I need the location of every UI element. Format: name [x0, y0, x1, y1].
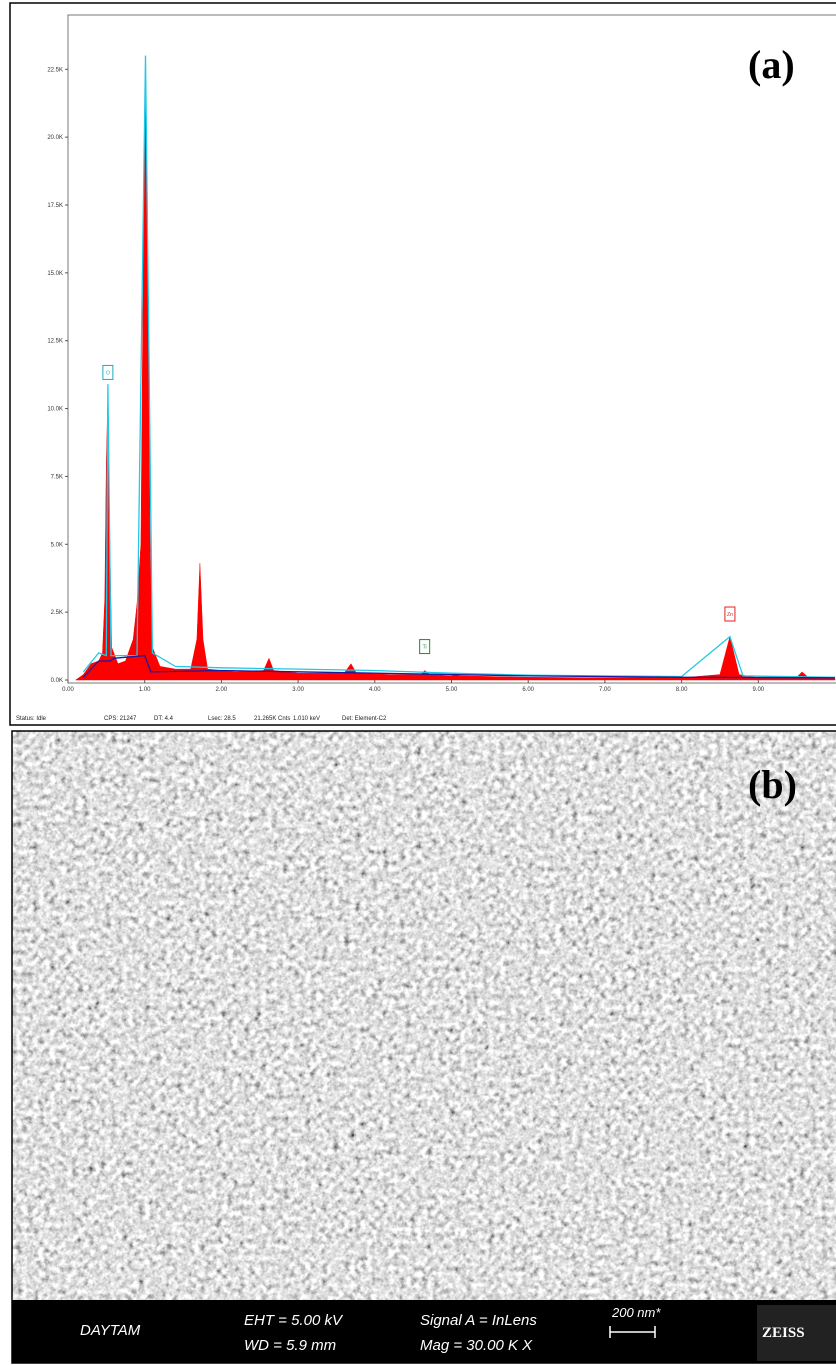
- status-item: DT: 4.4: [154, 716, 174, 722]
- panel-label: (a): [748, 42, 795, 87]
- y-tick-label: 10.0K: [47, 407, 63, 413]
- status-item: CPS: 21247: [104, 716, 137, 722]
- annotation: Zn: [727, 612, 733, 618]
- x-tick-label: 4.00: [369, 687, 381, 693]
- x-tick-label: 8.00: [676, 687, 688, 693]
- signal: Signal A = InLens: [420, 1312, 537, 1329]
- sem-info-bar: [12, 1300, 836, 1363]
- y-tick-label: 17.5K: [47, 203, 63, 209]
- y-tick-label: 0.0K: [51, 678, 63, 684]
- annotation-box: [102, 364, 114, 380]
- sem-image: [12, 731, 836, 1301]
- x-tick-label: 2.00: [216, 687, 228, 693]
- annotation: O: [106, 370, 110, 376]
- logo-box: [757, 1305, 836, 1361]
- x-tick-label: 9.00: [752, 687, 764, 693]
- x-tick-label: 0.00: [62, 687, 74, 693]
- wd: WD = 5.9 mm: [244, 1337, 336, 1354]
- scale-label: 200 nm*: [611, 1305, 661, 1320]
- status-item: Det: Element-C2: [342, 716, 387, 722]
- y-tick-label: 22.5K: [47, 67, 63, 73]
- brand: ZEISS: [762, 1325, 805, 1341]
- x-tick-label: 7.00: [599, 687, 611, 693]
- annotation-box: [724, 606, 736, 622]
- status-item: Lsec: 28.5: [208, 716, 236, 722]
- status-item: 1.010 keV: [293, 716, 320, 722]
- operator: DAYTAM: [80, 1322, 141, 1339]
- mag: Mag = 30.00 K X: [420, 1337, 533, 1354]
- x-tick-label: 5.00: [446, 687, 458, 693]
- y-tick-label: 20.0K: [47, 135, 63, 141]
- y-tick-label: 5.0K: [51, 542, 63, 548]
- spectrum-line: [82, 55, 836, 678]
- x-tick-label: 1.00: [139, 687, 151, 693]
- y-tick-label: 12.5K: [47, 339, 63, 345]
- x-tick-label: 6.00: [522, 687, 534, 693]
- spectrum-line: [82, 654, 836, 679]
- x-tick-label: 3.00: [292, 687, 304, 693]
- y-tick-label: 2.5K: [51, 610, 63, 616]
- y-tick-label: 7.5K: [51, 474, 63, 480]
- y-tick-label: 15.0K: [47, 271, 63, 277]
- annotation-box: [419, 639, 431, 655]
- scale-bar: [609, 1326, 656, 1338]
- status-item: Status: Idle: [16, 716, 47, 722]
- plot-area: [67, 14, 836, 684]
- status-item: 21.265K Cnts: [254, 716, 290, 722]
- annotation: Ti: [423, 645, 427, 651]
- panel-label: (b): [748, 762, 797, 807]
- eht: EHT = 5.00 kV: [244, 1312, 344, 1329]
